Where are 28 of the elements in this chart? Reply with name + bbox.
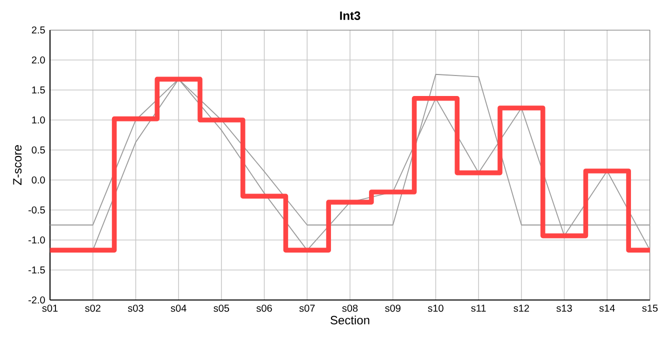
x-axis-title: Section xyxy=(330,316,370,324)
x-tick-label: s01 xyxy=(42,304,58,312)
x-tick-label: s12 xyxy=(514,304,529,312)
x-tick-label: s09 xyxy=(385,304,400,312)
x-tick-label: s14 xyxy=(599,304,615,312)
x-tick-label: s10 xyxy=(428,304,444,312)
y-tick-label: -1.5 xyxy=(28,266,45,274)
y-tick-label: 0.5 xyxy=(32,146,45,154)
x-tick-label: s13 xyxy=(556,304,572,312)
y-tick-label: -1.0 xyxy=(28,236,45,244)
y-axis-title: Z-score xyxy=(13,145,22,185)
x-tick-label: s03 xyxy=(128,304,144,312)
x-tick-label: s04 xyxy=(170,304,186,312)
chart-title: Int3 xyxy=(340,11,360,20)
y-tick-label: 2.0 xyxy=(32,56,45,64)
y-tick-label: 2.5 xyxy=(32,26,45,34)
y-tick-label: 0.0 xyxy=(32,176,45,184)
y-tick-label: -2.0 xyxy=(28,296,45,304)
x-tick-label: s06 xyxy=(256,304,272,312)
y-tick-label: 1.5 xyxy=(32,86,45,94)
x-tick-label: s08 xyxy=(342,304,358,312)
x-tick-label: s07 xyxy=(299,304,315,312)
x-tick-label: s11 xyxy=(471,304,486,312)
x-tick-label: s05 xyxy=(214,304,230,312)
y-tick-label: 1.0 xyxy=(32,116,45,124)
y-tick-label: -0.5 xyxy=(28,206,45,214)
x-tick-label: s15 xyxy=(642,304,658,312)
x-tick-label: s02 xyxy=(85,304,100,312)
